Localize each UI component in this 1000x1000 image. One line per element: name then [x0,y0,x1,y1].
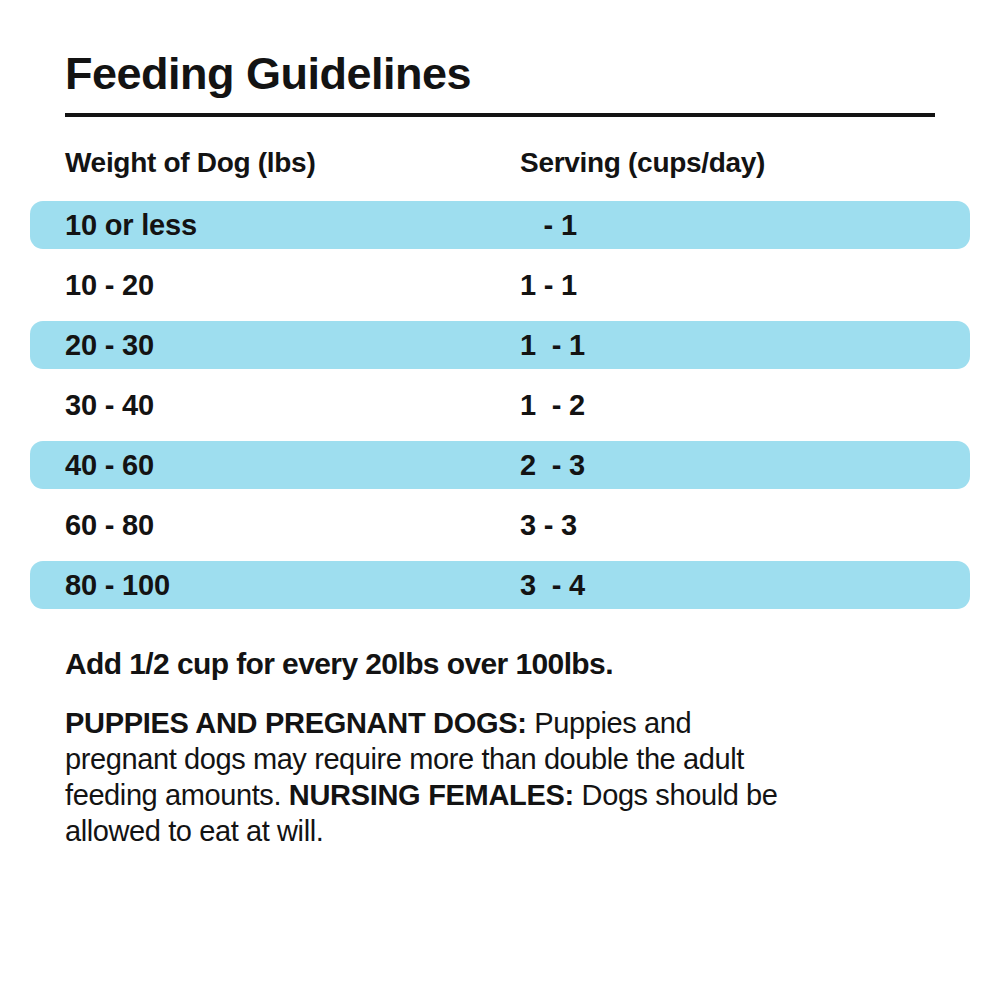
page-title: Feeding Guidelines [65,50,935,98]
table-row: 10 or less - 1 [30,201,970,249]
table-row: 40 - 60 2 - 3 [30,441,970,489]
serving-cell: 1 - 1 [520,269,577,302]
feeding-table: 10 or less - 1 10 - 20 1 - 1 20 - 30 1 -… [30,201,970,609]
column-header-serving: Serving (cups/day) [520,147,765,179]
footer-bold-nursing: NURSING FEMALES: [289,779,574,811]
serving-cell: 2 - 3 [520,449,585,482]
table-row: 60 - 80 3 - 3 [30,501,970,549]
serving-cell: 1 - 2 [520,389,585,422]
footer-bold-puppies: PUPPIES AND PREGNANT DOGS: [65,707,527,739]
weight-cell: 30 - 40 [65,389,520,422]
serving-cell: - 1 [520,209,577,242]
footer-paragraph: PUPPIES AND PREGNANT DOGS: Puppies and p… [65,705,795,849]
serving-cell: 3 - 3 [520,509,577,542]
note-text: Add 1/2 cup for every 20lbs over 100lbs. [65,647,935,681]
weight-cell: 60 - 80 [65,509,520,542]
table-row: 20 - 30 1 - 1 [30,321,970,369]
weight-cell: 80 - 100 [65,569,520,602]
table-row: 30 - 40 1 - 2 [30,381,970,429]
serving-cell: 3 - 4 [520,569,585,602]
weight-cell: 20 - 30 [65,329,520,362]
table-header-row: Weight of Dog (lbs) Serving (cups/day) [65,147,935,179]
serving-cell: 1 - 1 [520,329,585,362]
weight-cell: 40 - 60 [65,449,520,482]
column-header-weight: Weight of Dog (lbs) [65,147,520,179]
table-row: 10 - 20 1 - 1 [30,261,970,309]
weight-cell: 10 - 20 [65,269,520,302]
title-rule [65,113,935,117]
table-row: 80 - 100 3 - 4 [30,561,970,609]
weight-cell: 10 or less [65,209,520,242]
